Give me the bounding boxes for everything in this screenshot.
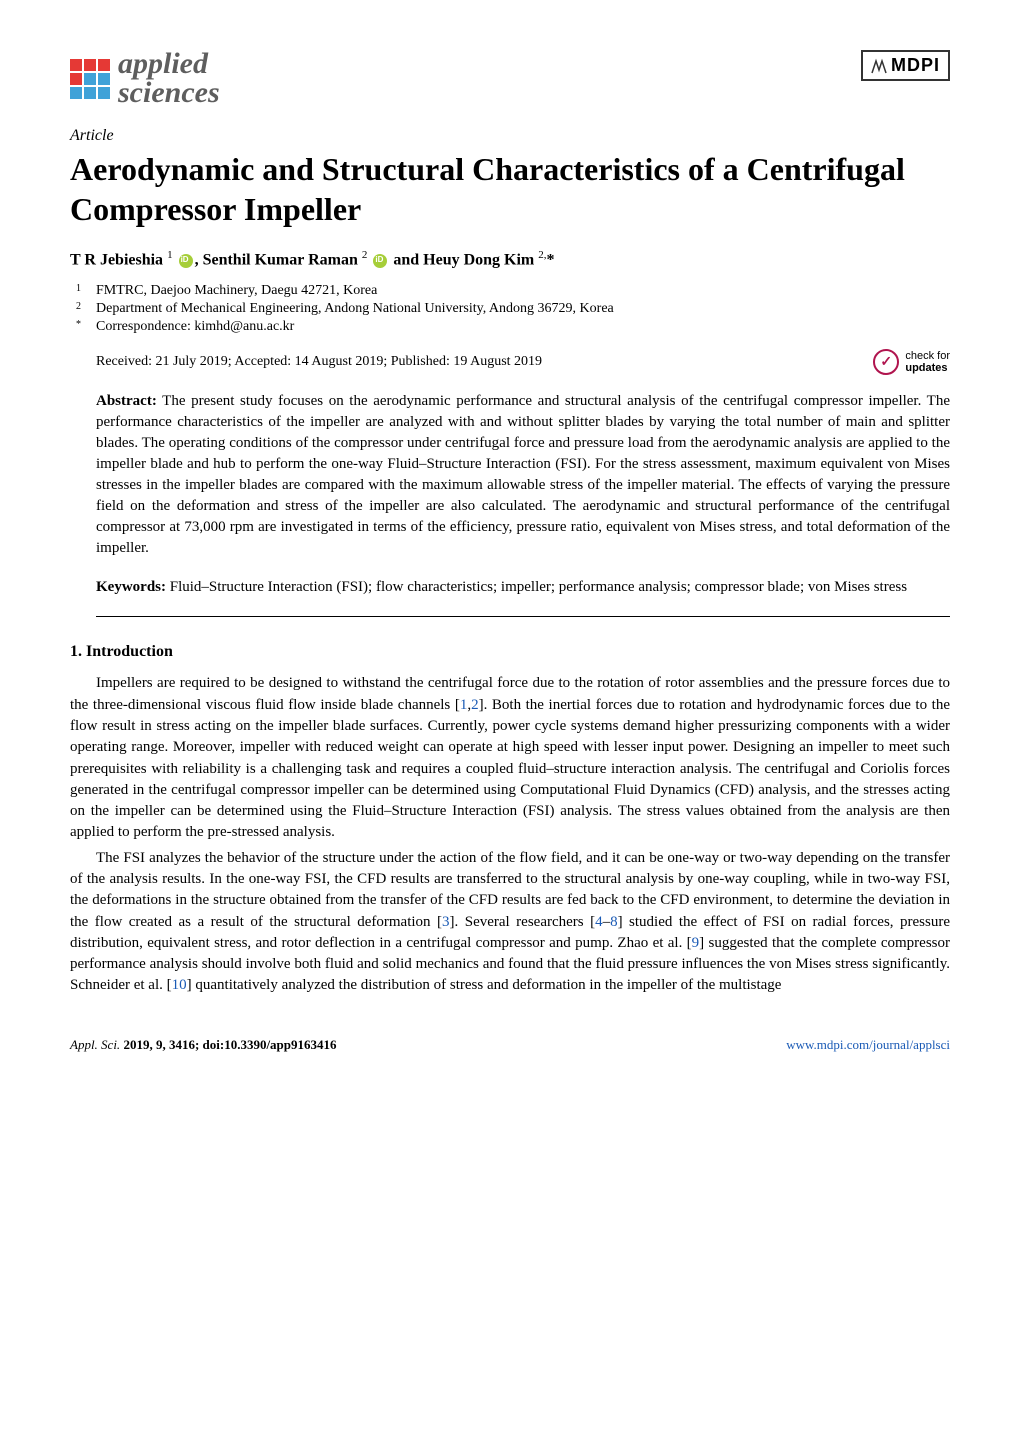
publisher-name: MDPI xyxy=(891,55,940,76)
affiliation-row: 1 FMTRC, Daejoo Machinery, Daegu 42721, … xyxy=(96,283,950,299)
keywords-text: Fluid–Structure Interaction (FSI); flow … xyxy=(170,579,907,595)
ref-link[interactable]: 2 xyxy=(471,697,479,713)
affil-text: FMTRC, Daejoo Machinery, Daegu 42721, Ko… xyxy=(96,283,377,299)
section-heading: 1. Introduction xyxy=(70,643,950,661)
journal-name: applied sciences xyxy=(118,50,220,107)
affil-star: * xyxy=(76,319,96,335)
header-row: applied sciences MDPI xyxy=(70,50,950,107)
body-text: Impellers are required to be designed to… xyxy=(70,673,950,996)
footer-citation: 2019, 9, 3416; doi:10.3390/app9163416 xyxy=(120,1037,336,1052)
authors-line: T R Jebieshia 1 , Senthil Kumar Raman 2 … xyxy=(70,249,950,269)
article-dates: Received: 21 July 2019; Accepted: 14 Aug… xyxy=(96,354,542,370)
footer-journal-abbrev: Appl. Sci. xyxy=(70,1037,120,1052)
ref-link[interactable]: 3 xyxy=(442,914,450,930)
footer-left: Appl. Sci. 2019, 9, 3416; doi:10.3390/ap… xyxy=(70,1037,337,1053)
check-updates-line2: updates xyxy=(905,362,950,374)
mdpi-icon xyxy=(871,58,887,74)
ref-link[interactable]: 8 xyxy=(610,914,618,930)
abstract-label: Abstract: xyxy=(96,393,157,409)
footer-right: www.mdpi.com/journal/applsci xyxy=(786,1037,950,1053)
check-updates-badge[interactable]: check for updates xyxy=(873,349,950,375)
orcid-icon xyxy=(179,254,193,268)
dates-row: Received: 21 July 2019; Accepted: 14 Aug… xyxy=(70,349,950,375)
check-updates-icon xyxy=(873,349,899,375)
journal-logo: applied sciences xyxy=(70,50,220,107)
affil-text: Department of Mechanical Engineering, An… xyxy=(96,301,614,317)
affil-num: 2 xyxy=(76,301,96,317)
abstract-block: Abstract: The present study focuses on t… xyxy=(70,391,950,559)
journal-name-line2: sciences xyxy=(118,79,220,108)
affil-num: 1 xyxy=(76,283,96,299)
page-footer: Appl. Sci. 2019, 9, 3416; doi:10.3390/ap… xyxy=(70,1037,950,1053)
article-title: Aerodynamic and Structural Characteristi… xyxy=(70,149,950,229)
keywords-label: Keywords: xyxy=(96,579,166,595)
check-updates-line1: check for xyxy=(905,350,950,362)
article-type: Article xyxy=(70,127,950,145)
affiliation-row: * Correspondence: kimhd@anu.ac.kr xyxy=(96,319,950,335)
ref-link[interactable]: 10 xyxy=(172,977,187,993)
affiliations-block: 1 FMTRC, Daejoo Machinery, Daegu 42721, … xyxy=(70,283,950,335)
ref-link[interactable]: 4 xyxy=(595,914,603,930)
footer-link[interactable]: www.mdpi.com/journal/applsci xyxy=(786,1037,950,1052)
journal-name-line1: applied xyxy=(118,50,220,79)
paragraph: The FSI analyzes the behavior of the str… xyxy=(70,848,950,997)
affil-text: Correspondence: kimhd@anu.ac.kr xyxy=(96,319,294,335)
publisher-logo: MDPI xyxy=(861,50,950,81)
keywords-block: Keywords: Fluid–Structure Interaction (F… xyxy=(70,577,950,598)
journal-logo-icon xyxy=(70,59,110,99)
abstract-text: The present study focuses on the aerodyn… xyxy=(96,393,950,556)
orcid-icon xyxy=(373,254,387,268)
paragraph: Impellers are required to be designed to… xyxy=(70,673,950,843)
affiliation-row: 2 Department of Mechanical Engineering, … xyxy=(96,301,950,317)
check-updates-text: check for updates xyxy=(905,350,950,374)
section-divider xyxy=(96,616,950,617)
